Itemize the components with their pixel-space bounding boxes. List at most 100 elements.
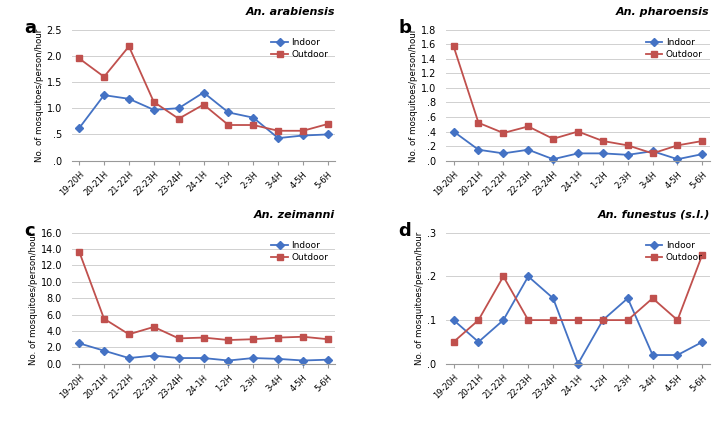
- Outdoor: [199, 102, 208, 107]
- Line: Outdoor: Outdoor: [451, 252, 705, 345]
- Outdoor: [100, 316, 108, 321]
- Outdoor: [100, 74, 108, 80]
- Indoor: [549, 296, 557, 301]
- Line: Indoor: Indoor: [77, 341, 331, 363]
- Indoor: [524, 274, 533, 279]
- Indoor: [323, 132, 332, 137]
- Indoor: [474, 339, 483, 344]
- Outdoor: [224, 123, 233, 128]
- Outdoor: [524, 124, 533, 129]
- Line: Indoor: Indoor: [77, 90, 331, 141]
- Indoor: [323, 357, 332, 362]
- Text: An. arabiensis: An. arabiensis: [246, 6, 336, 16]
- Text: An. pharoensis: An. pharoensis: [616, 6, 710, 16]
- Indoor: [75, 341, 83, 346]
- Indoor: [224, 358, 233, 363]
- Outdoor: [125, 332, 133, 337]
- Indoor: [149, 353, 158, 358]
- Outdoor: [323, 337, 332, 342]
- Outdoor: [698, 138, 707, 143]
- Outdoor: [274, 335, 282, 340]
- Indoor: [524, 147, 533, 152]
- Outdoor: [549, 136, 557, 141]
- Indoor: [299, 133, 308, 138]
- Text: An. funestus (s.l.): An. funestus (s.l.): [597, 210, 710, 220]
- Outdoor: [474, 318, 483, 323]
- Indoor: [125, 355, 133, 360]
- Indoor: [574, 361, 582, 366]
- Outdoor: [125, 44, 133, 49]
- Outdoor: [299, 334, 308, 339]
- Indoor: [100, 93, 108, 98]
- Indoor: [299, 358, 308, 363]
- Outdoor: [75, 56, 83, 61]
- Legend: Indoor, Outdoor: Indoor, Outdoor: [269, 36, 331, 62]
- Indoor: [499, 318, 508, 323]
- Indoor: [450, 318, 458, 323]
- Indoor: [249, 115, 257, 120]
- Indoor: [698, 339, 707, 344]
- Outdoor: [574, 318, 582, 323]
- Line: Outdoor: Outdoor: [451, 44, 705, 156]
- Outdoor: [474, 120, 483, 125]
- Outdoor: [274, 128, 282, 133]
- Indoor: [274, 136, 282, 141]
- Indoor: [199, 355, 208, 360]
- Outdoor: [648, 151, 657, 156]
- Y-axis label: No. of mosquitoes/person/hour: No. of mosquitoes/person/hour: [409, 28, 418, 162]
- Outdoor: [174, 116, 183, 121]
- Indoor: [174, 106, 183, 111]
- Indoor: [149, 107, 158, 113]
- Outdoor: [149, 324, 158, 330]
- Outdoor: [673, 318, 682, 323]
- Indoor: [648, 148, 657, 154]
- Indoor: [574, 151, 582, 156]
- Legend: Indoor, Outdoor: Indoor, Outdoor: [643, 36, 706, 62]
- Indoor: [673, 352, 682, 357]
- Outdoor: [599, 318, 607, 323]
- Outdoor: [224, 338, 233, 343]
- Text: d: d: [399, 222, 412, 240]
- Outdoor: [698, 252, 707, 257]
- Line: Indoor: Indoor: [451, 274, 705, 367]
- Outdoor: [549, 318, 557, 323]
- Text: An. zeimanni: An. zeimanni: [254, 210, 336, 220]
- Outdoor: [249, 123, 257, 128]
- Outdoor: [624, 143, 632, 148]
- Text: a: a: [24, 19, 37, 37]
- Indoor: [224, 110, 233, 115]
- Outdoor: [524, 318, 533, 323]
- Indoor: [75, 126, 83, 131]
- Y-axis label: No. of mosquitoes/person/hour: No. of mosquitoes/person/hour: [34, 28, 44, 162]
- Line: Outdoor: Outdoor: [77, 249, 331, 343]
- Text: c: c: [24, 222, 35, 240]
- Line: Outdoor: Outdoor: [77, 44, 331, 134]
- Outdoor: [323, 121, 332, 126]
- Indoor: [450, 129, 458, 134]
- Indoor: [648, 352, 657, 357]
- Outdoor: [75, 249, 83, 254]
- Outdoor: [499, 274, 508, 279]
- Indoor: [125, 96, 133, 102]
- Outdoor: [299, 128, 308, 133]
- Legend: Indoor, Outdoor: Indoor, Outdoor: [643, 239, 706, 265]
- Outdoor: [450, 339, 458, 344]
- Indoor: [249, 355, 257, 360]
- Outdoor: [624, 318, 632, 323]
- Indoor: [624, 152, 632, 157]
- Y-axis label: No. of mosquitoes/person/hour: No. of mosquitoes/person/hour: [415, 232, 424, 365]
- Legend: Indoor, Outdoor: Indoor, Outdoor: [269, 239, 331, 265]
- Outdoor: [599, 138, 607, 143]
- Outdoor: [249, 337, 257, 342]
- Outdoor: [648, 296, 657, 301]
- Indoor: [599, 318, 607, 323]
- Line: Indoor: Indoor: [451, 129, 705, 162]
- Outdoor: [199, 335, 208, 340]
- Outdoor: [574, 129, 582, 134]
- Indoor: [199, 90, 208, 95]
- Indoor: [624, 296, 632, 301]
- Indoor: [174, 355, 183, 360]
- Indoor: [474, 147, 483, 152]
- Indoor: [499, 151, 508, 156]
- Outdoor: [499, 130, 508, 135]
